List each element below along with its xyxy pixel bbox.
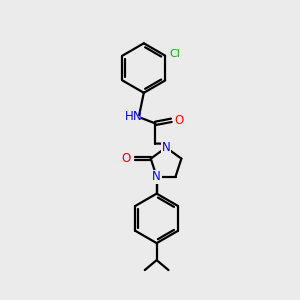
Text: N: N bbox=[162, 141, 170, 154]
Text: Cl: Cl bbox=[169, 49, 180, 59]
Text: N: N bbox=[133, 110, 142, 123]
Text: O: O bbox=[122, 152, 131, 165]
Text: O: O bbox=[174, 114, 184, 127]
Text: H: H bbox=[125, 110, 134, 123]
Text: N: N bbox=[152, 170, 161, 183]
